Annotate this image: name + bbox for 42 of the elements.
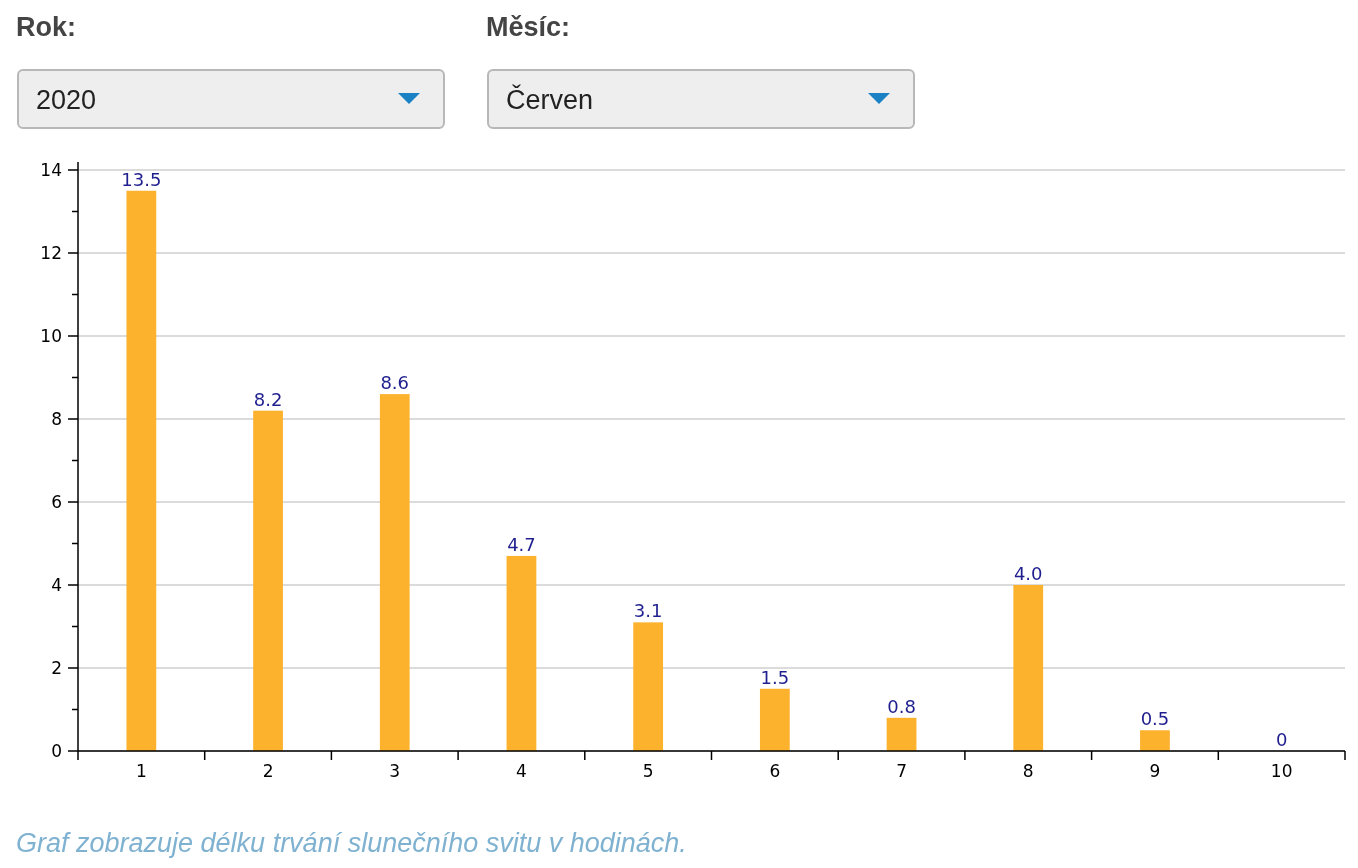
y-tick-label: 14: [40, 160, 62, 180]
data-label: 8.6: [380, 372, 410, 394]
x-tick-label: 3: [389, 761, 401, 781]
text: Měsíc:: [486, 12, 571, 42]
data-label: 4.7: [507, 533, 536, 555]
bar: [1013, 585, 1044, 751]
x-tick-label: 4: [516, 761, 527, 781]
bar: [379, 394, 410, 751]
y-tick-label: 0: [51, 741, 62, 761]
data-label: 13.5: [121, 168, 162, 190]
text: Graf zobrazuje délku trvání slunečního svitu v hodinách.: [16, 828, 687, 858]
y-tick-label: 8: [51, 409, 62, 429]
bar: [759, 688, 790, 751]
x-tick-label: 9: [1149, 761, 1161, 781]
text: Červen: [506, 84, 594, 115]
data-label: 0: [1275, 729, 1288, 750]
data-label: 3.1: [633, 600, 663, 622]
text: Rok:: [16, 12, 76, 42]
x-tick-label: 8: [1022, 761, 1034, 781]
bar: [886, 717, 917, 751]
y-tick-label: 2: [51, 658, 62, 678]
data-label: 1.5: [760, 666, 790, 688]
x-tick-label: 10: [1270, 761, 1293, 781]
bar: [633, 622, 664, 751]
bar: [506, 555, 537, 751]
data-label: 0.5: [1140, 708, 1170, 730]
x-tick-label: 2: [262, 761, 274, 781]
x-tick-label: 1: [135, 761, 147, 781]
y-tick-label: 6: [51, 492, 62, 512]
x-tick-label: 5: [642, 761, 654, 781]
y-tick-label: 4: [51, 575, 62, 595]
data-label: 0.8: [887, 695, 916, 717]
bar: [1140, 730, 1170, 751]
x-tick-label: 7: [896, 761, 907, 781]
x-tick-label: 6: [769, 761, 781, 781]
y-tick-label: 10: [40, 326, 62, 346]
text: 2020: [36, 85, 97, 115]
data-label: 4.0: [1013, 563, 1043, 584]
data-label: 8.2: [253, 388, 283, 410]
bar: [253, 410, 283, 751]
y-tick-label: 12: [40, 243, 62, 263]
bar: [126, 190, 157, 751]
